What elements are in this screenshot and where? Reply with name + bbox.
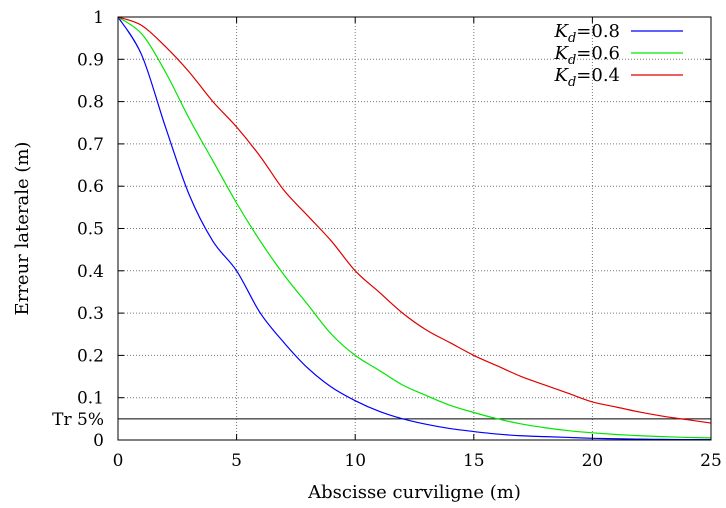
y-tick-label: 0.4 (77, 262, 104, 282)
legend-symbol: K (554, 43, 570, 64)
legend-value: =0.4 (576, 65, 620, 86)
series-line-1 (117, 16, 712, 439)
legend-symbol: K (554, 65, 570, 86)
y-tick-label: 0.7 (77, 135, 104, 155)
threshold-label: Tr 5% (52, 410, 104, 430)
legend-symbol: K (554, 21, 570, 42)
y-tick-label: 0.3 (77, 304, 104, 324)
legend-value: =0.8 (576, 21, 620, 42)
y-tick-label: 0.5 (77, 220, 104, 240)
series-line-2 (117, 16, 712, 424)
y-tick-label: 0.1 (77, 389, 104, 409)
x-tick-label: 20 (582, 451, 604, 471)
y-axis-label: Erreur laterale (m) (12, 142, 33, 316)
legend-label-0: Kd=0.8 (554, 21, 621, 46)
y-tick-label: 0.8 (77, 93, 104, 113)
legend-value: =0.6 (576, 43, 620, 64)
ticks: 0 5 10 15 20 25 0 0.1 0.2 0.3 0.4 0.5 0.6 0.7 0.8 0.9 1 (77, 8, 722, 471)
grid (118, 17, 711, 440)
legend-subscript: d (568, 31, 576, 46)
legend-label-1: Kd=0.6 (554, 43, 621, 68)
legend-subscript: d (568, 75, 576, 90)
x-tick-label: 5 (231, 451, 242, 471)
legend: Kd=0.8Kd=0.6Kd=0.4 (554, 21, 683, 90)
legend-label-2: Kd=0.4 (554, 65, 621, 90)
x-tick-label: 0 (113, 451, 124, 471)
series-line-0 (117, 16, 712, 441)
y-tick-label: 0.2 (77, 346, 104, 366)
x-tick-label: 25 (700, 451, 722, 471)
y-tick-label: 0 (93, 431, 104, 451)
x-tick-label: 15 (463, 451, 485, 471)
x-axis-label: Abscisse curviligne (m) (307, 482, 521, 503)
y-tick-label: 0.9 (77, 50, 104, 70)
legend-subscript: d (568, 53, 576, 68)
x-tick-label: 10 (344, 451, 366, 471)
y-tick-label: 1 (93, 8, 104, 28)
y-tick-label: 0.6 (77, 177, 104, 197)
series-group (117, 16, 712, 441)
threshold-group: Tr 5% (52, 410, 711, 430)
